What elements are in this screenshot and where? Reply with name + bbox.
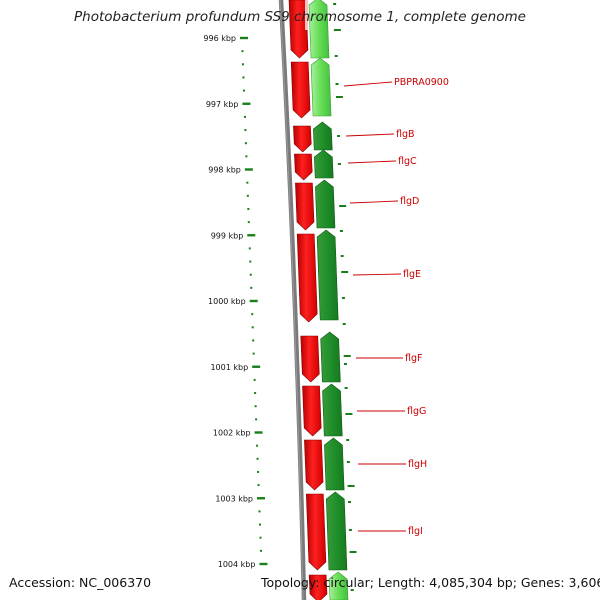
minor-tick xyxy=(252,352,255,355)
minor-tick xyxy=(258,510,261,513)
minor-tick xyxy=(257,484,260,487)
forward-gene-arrow xyxy=(304,439,324,491)
tick-label: 1000 kbp xyxy=(208,297,246,306)
gene-leader-line xyxy=(347,160,397,164)
forward-gene-arrow xyxy=(308,574,328,600)
forward-gene-arrow xyxy=(294,153,313,181)
reverse-gene-arrow xyxy=(314,149,334,179)
minor-tick xyxy=(249,273,252,276)
gene-label: flgE xyxy=(403,269,421,280)
reverse-gene-arrow xyxy=(310,57,332,117)
minor-tick xyxy=(243,115,246,118)
forward-gene-arrow xyxy=(296,233,318,323)
minor-tick xyxy=(246,181,249,184)
map-title: Photobacterium profundum SS9 chromosome … xyxy=(74,9,526,25)
scale-minor-ticks xyxy=(241,50,262,552)
accession-text: Accession: NC_006370 xyxy=(9,575,152,590)
gene-label: flgC xyxy=(398,156,417,167)
topology-text: Topology: circular; Length: 4,085,304 bp… xyxy=(261,575,600,590)
minor-tick xyxy=(252,339,255,342)
tick-label: 1001 kbp xyxy=(210,363,248,372)
reverse-strand-genes xyxy=(308,0,349,600)
minor-tick xyxy=(259,523,262,526)
minor-tick xyxy=(257,470,260,473)
gene-label: flgH xyxy=(408,459,427,470)
minor-tick xyxy=(247,207,250,210)
gene-leader-line xyxy=(349,200,399,204)
reverse-gene-arrow xyxy=(315,179,336,229)
reverse-gene-arrow xyxy=(328,571,349,600)
forward-highlight xyxy=(305,0,308,30)
forward-gene-arrow xyxy=(290,61,311,119)
minor-tick xyxy=(259,536,262,539)
minor-tick xyxy=(249,260,252,263)
gene-leader-line xyxy=(352,273,402,276)
minor-tick xyxy=(242,76,245,79)
gene-label: PBPRA0900 xyxy=(394,77,449,88)
forward-gene-arrow xyxy=(295,182,315,231)
forward-gene-arrow xyxy=(302,385,322,437)
minor-tick xyxy=(251,326,254,329)
minor-tick xyxy=(246,194,249,197)
gene-leader-line xyxy=(345,133,395,137)
forward-gene-arrow xyxy=(300,335,320,383)
minor-tick xyxy=(245,155,248,158)
minor-tick xyxy=(248,247,251,250)
minor-tick xyxy=(250,286,253,289)
minor-tick xyxy=(241,50,244,53)
minor-tick xyxy=(256,444,259,447)
reverse-gene-arrow xyxy=(325,491,348,571)
tick-label: 1004 kbp xyxy=(218,560,256,569)
reverse-gene-arrow xyxy=(308,0,330,59)
tick-label: 1002 kbp xyxy=(213,429,251,438)
gene-leader-line xyxy=(343,81,393,87)
forward-gene-arrow xyxy=(293,125,312,153)
reverse-gene-arrow xyxy=(316,229,339,321)
gene-label: flgG xyxy=(407,406,426,417)
minor-tick xyxy=(244,142,247,145)
minor-tick xyxy=(254,405,257,408)
gene-label: flgF xyxy=(405,353,422,364)
gene-labels: PBPRA0900 flgB flgC flgD flgE flgF flgG flgH flg… xyxy=(343,77,449,537)
minor-tick xyxy=(259,549,262,552)
minor-tick xyxy=(255,418,258,421)
reverse-gene-arrow xyxy=(324,437,345,491)
outer-ring-ticks xyxy=(333,3,357,591)
scale-ticks: 996 kbp 997 kbp 998 kbp 999 kbp 1000 kbp 1001… xyxy=(203,34,268,569)
minor-tick xyxy=(247,221,250,224)
tick-label: 997 kbp xyxy=(206,100,239,109)
forward-gene-arrow xyxy=(305,493,327,571)
reverse-gene-arrow xyxy=(320,331,341,383)
minor-tick xyxy=(251,313,254,316)
tick-label: 996 kbp xyxy=(203,34,236,43)
minor-tick xyxy=(242,89,245,92)
backbone-ring xyxy=(278,0,307,600)
minor-tick xyxy=(241,63,244,66)
minor-tick xyxy=(253,378,256,381)
minor-tick xyxy=(256,457,259,460)
forward-gene-arrow xyxy=(288,0,309,59)
gene-label: flgD xyxy=(400,196,419,207)
gene-label: flgI xyxy=(408,526,423,537)
tick-label: 998 kbp xyxy=(208,166,241,175)
reverse-gene-arrow xyxy=(322,383,343,437)
minor-tick xyxy=(254,392,257,395)
gene-label: flgB xyxy=(396,129,415,140)
tick-label: 1003 kbp xyxy=(215,494,253,503)
tick-label: 999 kbp xyxy=(211,231,244,240)
reverse-gene-arrow xyxy=(313,121,333,151)
forward-strand-genes xyxy=(288,0,328,600)
minor-tick xyxy=(244,129,247,132)
